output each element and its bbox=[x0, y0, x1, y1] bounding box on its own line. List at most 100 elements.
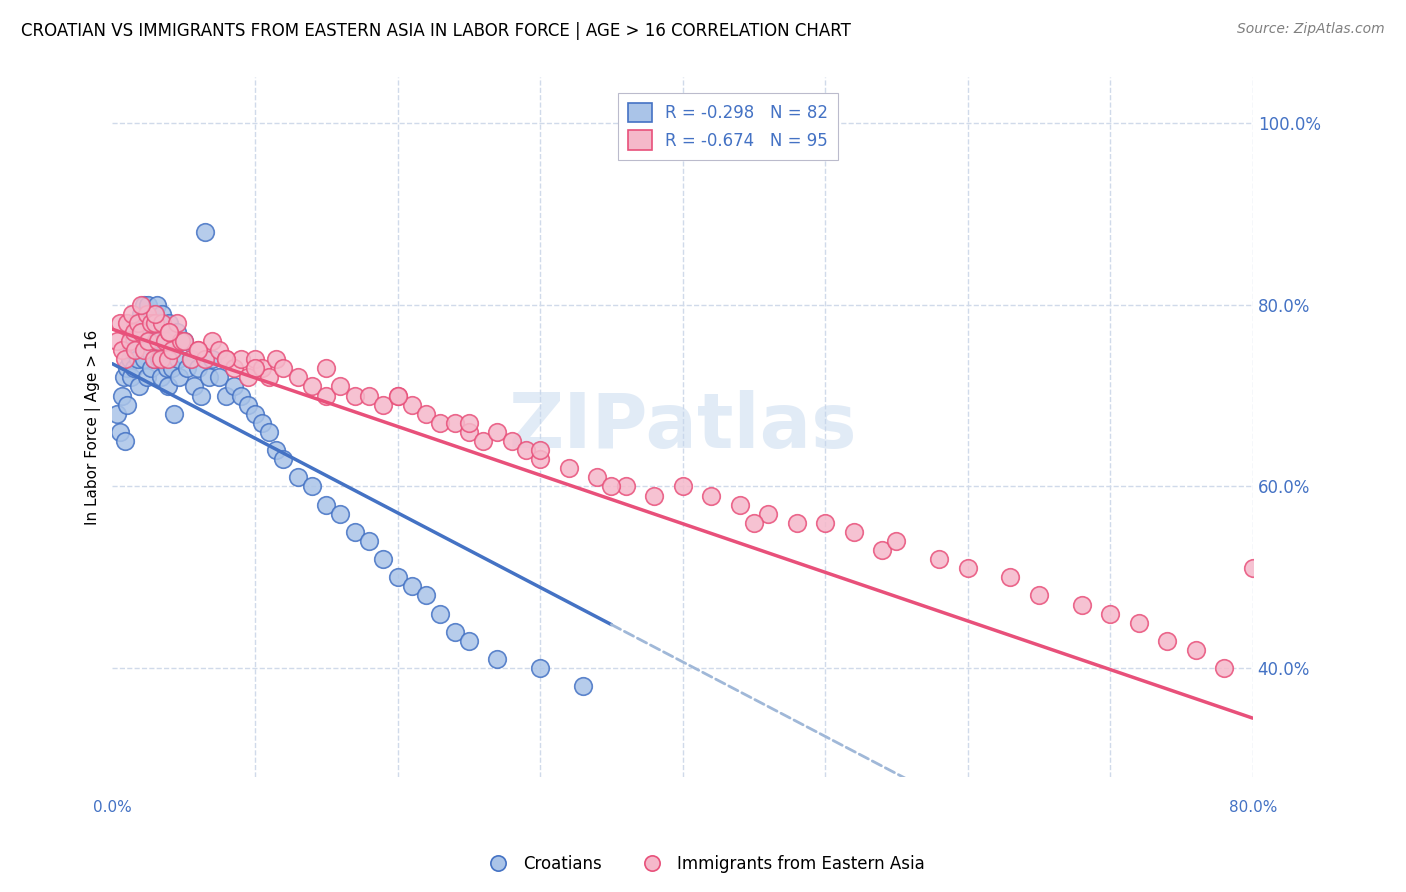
Point bbox=[315, 498, 337, 512]
Point bbox=[162, 361, 184, 376]
Text: ZIPatlas: ZIPatlas bbox=[509, 391, 856, 465]
Point bbox=[742, 516, 765, 530]
Point bbox=[415, 407, 437, 421]
Point bbox=[134, 325, 156, 339]
Point bbox=[357, 388, 380, 402]
Point bbox=[166, 316, 188, 330]
Point bbox=[443, 624, 465, 639]
Point bbox=[814, 516, 837, 530]
Point bbox=[215, 352, 238, 367]
Point bbox=[114, 434, 136, 448]
Point bbox=[586, 470, 609, 484]
Point bbox=[143, 307, 166, 321]
Point bbox=[139, 316, 162, 330]
Point bbox=[429, 607, 451, 621]
Point bbox=[229, 388, 252, 402]
Point bbox=[572, 679, 595, 693]
Point bbox=[243, 361, 266, 376]
Point bbox=[142, 352, 165, 367]
Point bbox=[150, 316, 173, 330]
Point bbox=[118, 334, 141, 348]
Point bbox=[401, 579, 423, 593]
Point bbox=[357, 533, 380, 548]
Point bbox=[149, 370, 172, 384]
Point bbox=[201, 352, 224, 367]
Point bbox=[387, 388, 409, 402]
Point bbox=[153, 343, 176, 357]
Point bbox=[786, 516, 808, 530]
Point bbox=[187, 343, 209, 357]
Point bbox=[457, 634, 479, 648]
Point bbox=[153, 334, 176, 348]
Point bbox=[1000, 570, 1022, 584]
Point bbox=[160, 343, 183, 357]
Point bbox=[129, 334, 152, 348]
Point bbox=[129, 325, 152, 339]
Point bbox=[250, 416, 273, 430]
Point bbox=[122, 325, 145, 339]
Point bbox=[135, 370, 157, 384]
Point bbox=[315, 361, 337, 376]
Point bbox=[457, 416, 479, 430]
Text: CROATIAN VS IMMIGRANTS FROM EASTERN ASIA IN LABOR FORCE | AGE > 16 CORRELATION C: CROATIAN VS IMMIGRANTS FROM EASTERN ASIA… bbox=[21, 22, 851, 40]
Point bbox=[1241, 561, 1264, 575]
Point bbox=[187, 343, 209, 357]
Point bbox=[108, 316, 131, 330]
Point bbox=[112, 370, 135, 384]
Point bbox=[167, 352, 190, 367]
Point bbox=[111, 343, 134, 357]
Point bbox=[159, 325, 181, 339]
Point bbox=[266, 443, 288, 458]
Point bbox=[1213, 661, 1236, 675]
Point bbox=[132, 298, 155, 312]
Point bbox=[756, 507, 779, 521]
Point bbox=[1099, 607, 1122, 621]
Point bbox=[145, 298, 167, 312]
Point bbox=[672, 479, 695, 493]
Point bbox=[208, 370, 231, 384]
Point bbox=[173, 334, 195, 348]
Point bbox=[457, 425, 479, 439]
Point bbox=[273, 452, 295, 467]
Point bbox=[301, 479, 323, 493]
Point bbox=[120, 370, 142, 384]
Point bbox=[472, 434, 495, 448]
Point bbox=[194, 225, 217, 239]
Point bbox=[159, 316, 181, 330]
Point bbox=[125, 343, 148, 357]
Point bbox=[287, 370, 309, 384]
Point bbox=[501, 434, 523, 448]
Point bbox=[257, 370, 280, 384]
Point bbox=[700, 489, 723, 503]
Point bbox=[201, 334, 224, 348]
Point bbox=[139, 361, 162, 376]
Point bbox=[329, 379, 352, 393]
Point bbox=[194, 352, 217, 367]
Point bbox=[143, 307, 166, 321]
Point bbox=[156, 352, 179, 367]
Point bbox=[118, 352, 141, 367]
Point bbox=[515, 443, 537, 458]
Legend: Croatians, Immigrants from Eastern Asia: Croatians, Immigrants from Eastern Asia bbox=[475, 848, 931, 880]
Point bbox=[111, 388, 134, 402]
Point bbox=[152, 334, 174, 348]
Point bbox=[187, 361, 209, 376]
Point bbox=[243, 352, 266, 367]
Point bbox=[166, 325, 188, 339]
Point bbox=[243, 407, 266, 421]
Point bbox=[343, 388, 366, 402]
Point bbox=[122, 334, 145, 348]
Point bbox=[143, 316, 166, 330]
Point bbox=[529, 443, 551, 458]
Point bbox=[614, 479, 637, 493]
Point bbox=[183, 379, 205, 393]
Point bbox=[129, 307, 152, 321]
Point bbox=[149, 352, 172, 367]
Point bbox=[121, 307, 143, 321]
Point bbox=[132, 352, 155, 367]
Point bbox=[124, 316, 146, 330]
Point bbox=[870, 543, 893, 558]
Text: Source: ZipAtlas.com: Source: ZipAtlas.com bbox=[1237, 22, 1385, 37]
Point bbox=[128, 379, 150, 393]
Point bbox=[1128, 615, 1150, 630]
